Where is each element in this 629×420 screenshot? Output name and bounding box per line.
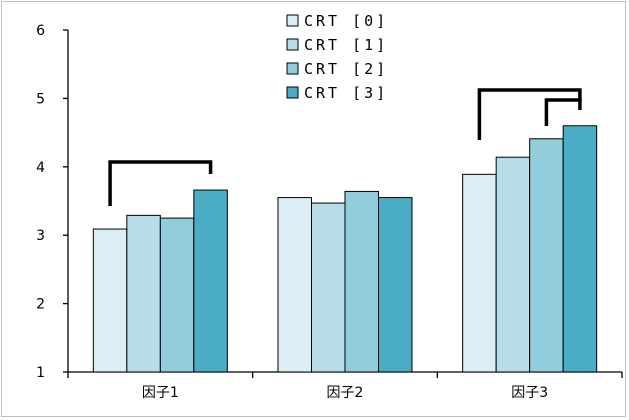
bar-2-series-0: [277, 197, 312, 373]
y-tick-label: 6: [36, 23, 45, 39]
y-tick-label: 2: [36, 297, 45, 313]
legend-swatch: [286, 38, 299, 51]
legend-swatch: [286, 14, 299, 27]
bar-3-series-0: [462, 173, 497, 373]
significance-bracket: [544, 98, 582, 126]
y-tick-label: 3: [36, 228, 45, 244]
bar-1-series-1: [126, 214, 161, 373]
legend-swatch: [286, 62, 299, 75]
legend-label: CRT [0]: [304, 12, 388, 30]
bar-1-series-0: [92, 228, 128, 373]
bar-3-series-2: [529, 138, 564, 373]
bar-2-series-1: [311, 202, 346, 373]
x-category-label: 因子3: [511, 385, 548, 401]
y-tick-label: 4: [36, 160, 45, 176]
bar-2-series-2: [344, 190, 379, 373]
x-category-label: 因子2: [327, 385, 364, 401]
legend-label: CRT [2]: [304, 60, 388, 78]
y-tick-label: 5: [36, 91, 45, 107]
bar-3-series-3: [562, 125, 598, 373]
legend-label: CRT [3]: [304, 84, 388, 102]
bar-3-series-1: [495, 156, 531, 373]
significance-bracket: [108, 160, 213, 206]
legend-label: CRT [1]: [304, 36, 388, 54]
bar-2-series-3: [378, 197, 413, 373]
bar-1-series-2: [159, 217, 195, 373]
significance-bracket: [477, 88, 582, 140]
bar-1-series-3: [193, 189, 228, 373]
x-category-label: 因子1: [142, 385, 179, 401]
y-tick-label: 1: [36, 365, 45, 381]
legend-swatch: [286, 86, 299, 99]
